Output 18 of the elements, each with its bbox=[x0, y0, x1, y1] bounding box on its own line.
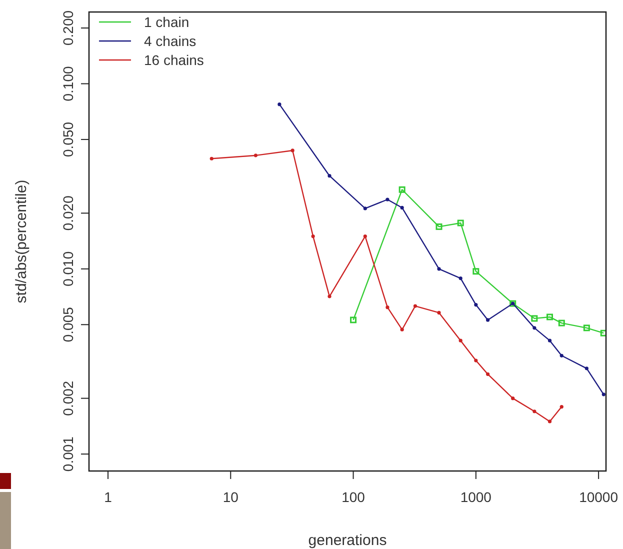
y-tick-label: 0.005 bbox=[60, 306, 76, 342]
y-tick-label: 0.050 bbox=[60, 122, 76, 157]
x-tick-label: 10000 bbox=[579, 489, 618, 505]
legend-label: 1 chain bbox=[144, 14, 190, 30]
y-tick-label: 0.002 bbox=[60, 380, 76, 416]
legend-label: 4 chains bbox=[144, 33, 196, 49]
y-tick-label: 0.100 bbox=[60, 66, 76, 102]
y-tick-label: 0.001 bbox=[60, 436, 76, 472]
x-tick-label: 100 bbox=[342, 489, 366, 505]
x-tick-label: 10 bbox=[222, 489, 239, 505]
y-tick-label: 0.010 bbox=[60, 251, 76, 286]
x-axis-title: generations bbox=[308, 532, 387, 549]
x-tick-label: 1 bbox=[104, 489, 112, 505]
y-tick-label: 0.020 bbox=[60, 195, 76, 231]
y-tick-label: 0.200 bbox=[60, 10, 76, 46]
legend-label: 16 chains bbox=[144, 52, 204, 68]
y-axis-title: std/abs(percentile) bbox=[13, 180, 30, 304]
x-tick-label: 1000 bbox=[460, 489, 492, 505]
